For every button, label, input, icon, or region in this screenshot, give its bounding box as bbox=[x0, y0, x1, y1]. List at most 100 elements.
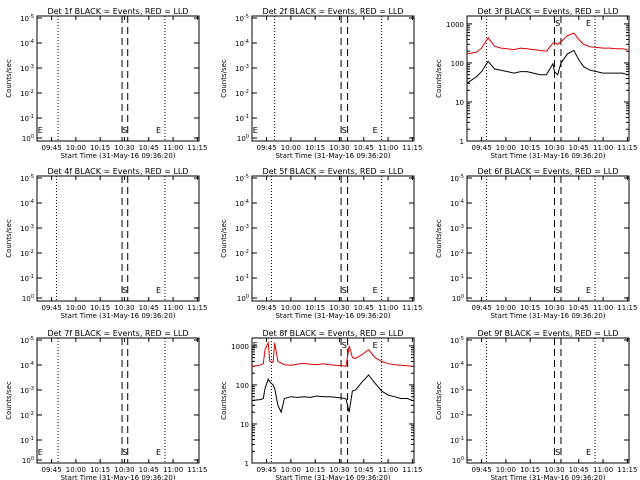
x-axis-label: Start Time (31-May-16 09:36:20) bbox=[60, 152, 175, 160]
y-tick-label: 10-2 bbox=[20, 89, 34, 98]
y-tick-label: 100 bbox=[22, 294, 34, 303]
x-tick-label: 11:00 bbox=[378, 466, 398, 474]
x-tick-label: 09:45 bbox=[471, 144, 491, 152]
y-axis-label: Counts/sec bbox=[435, 59, 443, 98]
x-tick-label: 11:00 bbox=[163, 466, 183, 474]
y-tick-label: 10-4 bbox=[450, 199, 464, 208]
y-tick-label: 10-5 bbox=[235, 174, 249, 183]
x-tick-label: 09:45 bbox=[41, 466, 61, 474]
marker-letter: S bbox=[555, 286, 560, 295]
marker-letter: E bbox=[373, 286, 378, 295]
panel-det-2f: Det 2f BLACK = Events, RED = LLD Counts/s… bbox=[220, 7, 422, 160]
marker-letter: S bbox=[122, 126, 127, 135]
x-tick-label: 10:15 bbox=[90, 144, 110, 152]
y-tick-label: 10-1 bbox=[235, 114, 249, 123]
x-tick-label: 10:45 bbox=[569, 304, 589, 312]
x-tick-label: 09:45 bbox=[41, 144, 61, 152]
marker-letter: S bbox=[342, 286, 347, 295]
y-tick-label: 100 bbox=[236, 382, 249, 390]
x-tick-label: 11:15 bbox=[617, 304, 637, 312]
y-tick-label: 100 bbox=[22, 456, 34, 465]
x-tick-label: 10:15 bbox=[520, 304, 540, 312]
plot-frame bbox=[36, 15, 200, 142]
x-tick-label: 11:00 bbox=[163, 144, 183, 152]
panel-title: Det 8f BLACK = Events, RED = LLD bbox=[262, 329, 403, 338]
marker-letter: E bbox=[38, 126, 43, 135]
x-axis-label: Start Time (31-May-16 09:36:20) bbox=[275, 152, 390, 160]
y-tick-label: 10-2 bbox=[235, 89, 249, 98]
panel-title: Det 1f BLACK = Events, RED = LLD bbox=[47, 7, 188, 16]
x-tick-label: 10:00 bbox=[496, 466, 516, 474]
y-tick-label: 10-3 bbox=[235, 224, 249, 233]
x-tick-label: 10:15 bbox=[520, 466, 540, 474]
y-tick-label: 10-3 bbox=[450, 386, 464, 395]
y-axis-label: Counts/sec bbox=[220, 59, 228, 98]
x-tick-label: 10:30 bbox=[544, 304, 564, 312]
x-tick-label: 11:15 bbox=[402, 466, 422, 474]
y-axis-label: Counts/sec bbox=[435, 381, 443, 420]
y-tick-label: 10-3 bbox=[235, 64, 249, 73]
x-tick-label: 10:15 bbox=[520, 144, 540, 152]
marker-letter: E bbox=[253, 126, 258, 135]
plot-frame bbox=[466, 175, 630, 302]
plot-frame bbox=[466, 337, 630, 464]
y-tick-label: 10-1 bbox=[20, 436, 34, 445]
x-tick-label: 10:45 bbox=[354, 144, 374, 152]
panel-title: Det 2f BLACK = Events, RED = LLD bbox=[262, 7, 403, 16]
y-tick-label: 100 bbox=[452, 294, 464, 303]
y-tick-label: 10-5 bbox=[20, 336, 34, 345]
x-tick-label: 11:00 bbox=[593, 466, 613, 474]
x-tick-label: 10:15 bbox=[305, 144, 325, 152]
x-tick-label: 10:30 bbox=[544, 144, 564, 152]
x-axis-label: Start Time (31-May-16 09:36:20) bbox=[60, 312, 175, 320]
y-tick-label: 1 bbox=[460, 138, 464, 146]
panel-title: Det 7f BLACK = Events, RED = LLD bbox=[47, 329, 188, 338]
x-tick-label: 10:30 bbox=[114, 144, 134, 152]
y-axis-label: Counts/sec bbox=[220, 381, 228, 420]
x-tick-label: 10:00 bbox=[496, 304, 516, 312]
y-tick-label: 10-5 bbox=[20, 174, 34, 183]
y-tick-label: 100 bbox=[237, 294, 249, 303]
y-tick-label: 10-2 bbox=[450, 411, 464, 420]
panel-title: Det 4f BLACK = Events, RED = LLD bbox=[47, 167, 188, 176]
y-axis-label: Counts/sec bbox=[5, 219, 13, 258]
y-tick-label: 10-4 bbox=[20, 361, 34, 370]
y-tick-label: 10-1 bbox=[20, 274, 34, 283]
y-tick-label: 100 bbox=[22, 134, 34, 143]
x-tick-label: 10:30 bbox=[544, 466, 564, 474]
y-tick-label: 10-3 bbox=[20, 386, 34, 395]
x-tick-label: 10:30 bbox=[329, 304, 349, 312]
x-tick-label: 09:45 bbox=[256, 466, 276, 474]
plot-frame bbox=[251, 337, 415, 464]
x-tick-label: 11:15 bbox=[187, 304, 207, 312]
x-tick-label: 10:45 bbox=[139, 304, 159, 312]
plot-frame bbox=[251, 15, 415, 142]
events-series-line bbox=[251, 374, 413, 414]
y-tick-label: 10-4 bbox=[235, 39, 249, 48]
x-tick-label: 10:15 bbox=[305, 466, 325, 474]
y-tick-label: 10-4 bbox=[20, 39, 34, 48]
y-tick-label: 10-4 bbox=[235, 199, 249, 208]
panel-title: Det 3f BLACK = Events, RED = LLD bbox=[477, 7, 618, 16]
panel-det-6f: Det 6f BLACK = Events, RED = LLD Counts/s… bbox=[435, 167, 637, 320]
x-tick-label: 10:00 bbox=[66, 304, 86, 312]
marker-letter: E bbox=[156, 126, 161, 135]
x-tick-label: 11:00 bbox=[163, 304, 183, 312]
x-tick-label: 10:00 bbox=[66, 144, 86, 152]
panel-det-3f: Det 3f BLACK = Events, RED = LLD Counts/s… bbox=[435, 7, 637, 160]
y-tick-label: 100 bbox=[451, 60, 464, 68]
x-tick-label: 11:15 bbox=[617, 144, 637, 152]
x-tick-label: 11:00 bbox=[378, 144, 398, 152]
x-tick-label: 10:30 bbox=[114, 466, 134, 474]
x-tick-label: 10:00 bbox=[66, 466, 86, 474]
plot-frame bbox=[466, 15, 630, 142]
y-tick-label: 10-2 bbox=[20, 411, 34, 420]
panel-det-7f: Det 7f BLACK = Events, RED = LLD Counts/s… bbox=[5, 329, 207, 480]
marker-letter: E bbox=[253, 341, 258, 350]
y-axis-label: Counts/sec bbox=[435, 219, 443, 258]
y-axis-label: Counts/sec bbox=[5, 381, 13, 420]
x-tick-label: 10:30 bbox=[329, 144, 349, 152]
x-tick-label: 09:45 bbox=[471, 304, 491, 312]
y-tick-label: 10-5 bbox=[450, 174, 464, 183]
panel-det-8f: Det 8f BLACK = Events, RED = LLD Counts/s… bbox=[220, 329, 422, 480]
